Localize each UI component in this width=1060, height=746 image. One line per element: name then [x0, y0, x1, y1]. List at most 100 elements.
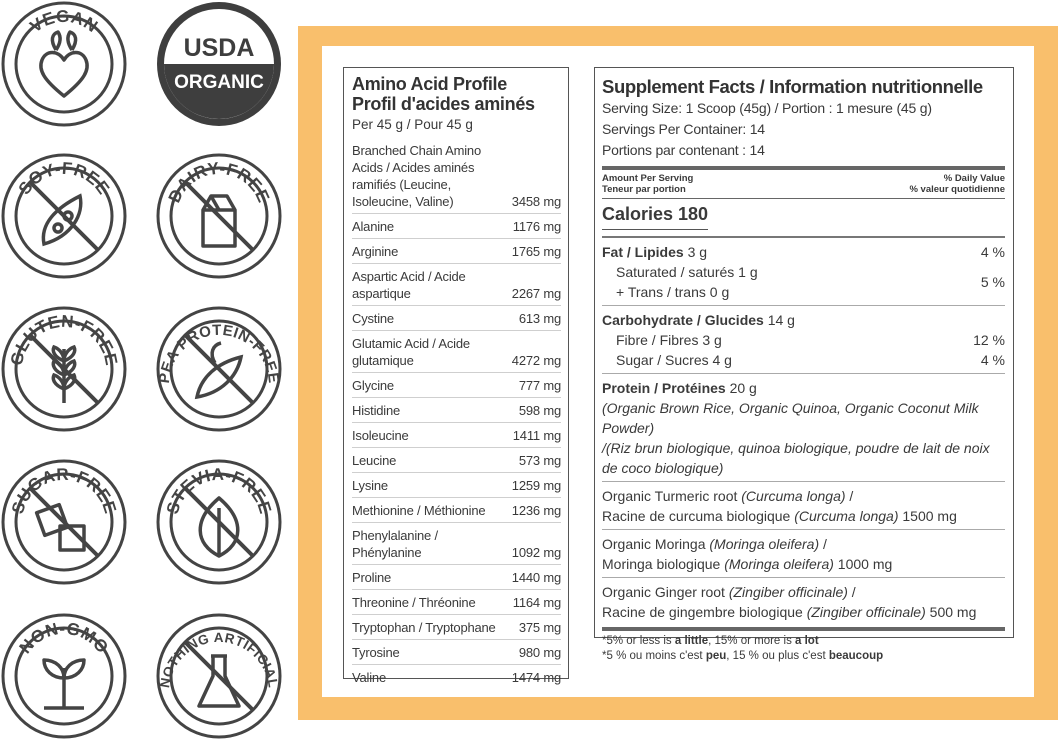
usda-organic-badge: USDA ORGANIC [155, 0, 283, 128]
moringa-amount: 1000 mg [833, 556, 893, 572]
turmeric-block: Organic Turmeric root (Curcuma longa) / … [602, 481, 1005, 529]
amino-acid-profile-panel: Amino Acid Profile Profil d'acides aminé… [343, 67, 569, 685]
amino-row: Phenylalanine / Phénylanine 1092 mg [352, 522, 561, 564]
amino-row: Methionine / Méthionine 1236 mg [352, 497, 561, 522]
amino-value: 2267 mg [511, 286, 561, 301]
fibre-dv: 12 % [973, 332, 1005, 348]
label-frame-inner [322, 46, 1034, 697]
amino-value: 1164 mg [512, 595, 561, 610]
amino-name: Aspartic Acid / Acide aspartique [352, 269, 466, 301]
amino-name: Tyrosine [352, 645, 400, 660]
slash: / [847, 584, 856, 600]
amino-title-en: Amino Acid Profile [352, 74, 507, 94]
amino-name: Proline [352, 570, 392, 585]
turmeric-en: Organic Turmeric root [602, 488, 742, 504]
serving-size: Serving Size: 1 Scoop (45g) / Portion : … [602, 100, 932, 116]
amino-name: Lysine [352, 478, 388, 493]
svg-text:PEA PROTEIN-FREE: PEA PROTEIN-FREE [156, 322, 282, 384]
amino-name: Valine [352, 670, 386, 685]
calories: Calories 180 [602, 199, 709, 230]
sugar: Sugar / Sucres 4 g [616, 352, 732, 368]
amino-value: 1474 mg [511, 670, 561, 685]
svg-text:NOTHING ARTIFICIAL: NOTHING ARTIFICIAL [157, 630, 281, 689]
amino-value: 1765 mg [511, 244, 561, 259]
nothing-artificial-label: NOTHING ARTIFICIAL [157, 630, 280, 689]
svg-text:SUGAR-FREE: SUGAR-FREE [8, 465, 120, 516]
fat-dv: 4 % [980, 244, 1005, 260]
protein-block: Protein / Protéines 20 g (Organic Brown … [602, 373, 1005, 481]
portions-par-contenant: Portions par contenant : 14 [602, 142, 765, 158]
amino-name: Glutamic Acid / Acide glutamique [352, 336, 470, 368]
sugar-dv: 4 % [980, 352, 1005, 368]
trans: + Trans / trans 0 g [616, 284, 730, 300]
amino-value: 4272 mg [511, 353, 561, 368]
supp-title: Supplement Facts / Information nutrition… [602, 76, 983, 97]
sugar-free-label: SUGAR-FREE [8, 465, 120, 516]
heart-leaf-icon [39, 30, 89, 98]
amino-value: 1411 mg [512, 428, 561, 443]
amino-name: Leucine [352, 453, 397, 468]
stevia-leaf-icon [198, 496, 240, 558]
amino-value: 613 mg [518, 311, 561, 326]
amino-row: Glycine 777 mg [352, 372, 561, 397]
amino-value: 1259 mg [511, 478, 561, 493]
svg-text:DAIRY-FREE: DAIRY-FREE [165, 159, 274, 206]
ginger-latin: (Zingiber officinale) [728, 584, 848, 600]
amino-value: 375 mg [518, 620, 561, 635]
gluten-free-badge: GLUTEN-FREE [0, 305, 128, 433]
amino-row: Threonine / Thréonine 1164 mg [352, 589, 561, 614]
amino-value: 1440 mg [511, 570, 561, 585]
fat-label: Fat / Lipides [602, 244, 684, 260]
footnote-fr: *5 % ou moins c'est peu, 15 % ou plus c'… [602, 650, 884, 662]
protein-sources-fr: /(Riz brun biologique, quinoa biologique… [602, 440, 990, 476]
stevia-free-badge: STEVIA-FREE [155, 458, 283, 586]
amino-row: Glutamic Acid / Acide glutamique 4272 mg [352, 330, 561, 372]
saturated: Saturated / saturés 1 g [616, 264, 758, 280]
supplement-facts-panel: Supplement Facts / Information nutrition… [594, 67, 1014, 662]
amino-rows: Branched Chain Amino Acids / Acides amin… [352, 138, 561, 689]
nothing-artificial-badge: NOTHING ARTIFICIAL [155, 612, 283, 740]
amino-row: Proline 1440 mg [352, 564, 561, 589]
slash: / [845, 488, 854, 504]
dairy-free-label: DAIRY-FREE [165, 159, 273, 206]
organic-label: ORGANIC [174, 72, 264, 93]
amino-title-fr: Profil d'acides aminés [352, 94, 535, 114]
amino-name: Histidine [352, 403, 401, 418]
amino-row: Tryptophan / Tryptophane 375 mg [352, 614, 561, 639]
svg-text:VEGAN: VEGAN [27, 7, 102, 36]
fat-amount: 3 g [687, 244, 708, 260]
soy-free-badge: SOY-FREE [0, 152, 128, 280]
turmeric-latin-fr: (Curcuma longa) [794, 508, 899, 524]
servings-per-container: Servings Per Container: 14 [602, 121, 765, 137]
carb-block: Carbohydrate / Glucides 14 g Fibre / Fib… [602, 305, 1005, 373]
vegan-label: VEGAN [27, 7, 101, 36]
amino-value: 598 mg [518, 403, 561, 418]
ginger-amount: 500 mg [925, 604, 977, 620]
moringa-en: Organic Moringa [602, 536, 710, 552]
pea-protein-free-label: PEA PROTEIN-FREE [156, 322, 282, 384]
amino-name: Methionine / Méthionine [352, 503, 486, 518]
sprout-icon [42, 658, 86, 710]
ginger-block: Organic Ginger root (Zingiber officinale… [602, 577, 1005, 625]
pea-pod-icon [194, 341, 244, 400]
sugar-free-badge: SUGAR-FREE [0, 458, 128, 586]
non-gmo-badge: NON-GMO [0, 612, 128, 740]
ginger-latin-fr: (Zingiber officinale) [806, 604, 926, 620]
amino-row: Tyrosine 980 mg [352, 639, 561, 664]
amino-row: Aspartic Acid / Acide aspartique 2267 mg [352, 263, 561, 305]
moringa-block: Organic Moringa (Moringa oleifera) / Mor… [602, 529, 1005, 577]
amino-row: Alanine 1176 mg [352, 213, 561, 238]
dairy-free-badge: DAIRY-FREE [155, 152, 283, 280]
turmeric-latin: (Curcuma longa) [741, 488, 846, 504]
turmeric-fr: Racine de curcuma biologique [602, 508, 795, 524]
ginger-fr: Racine de gingembre biologique [602, 604, 807, 620]
amino-value: 1176 mg [512, 219, 561, 234]
amino-name: Branched Chain Amino Acids / Acides amin… [352, 143, 481, 209]
usda-label: USDA [184, 34, 255, 62]
teneur-par-portion: Teneur par portion [602, 184, 686, 195]
sat-trans-dv: 5 % [980, 274, 1005, 290]
protein-sources-en: (Organic Brown Rice, Organic Quinoa, Org… [602, 400, 979, 436]
amino-name: Arginine [352, 244, 399, 259]
amino-value: 1092 mg [511, 545, 561, 560]
amino-name: Phenylalanine / Phénylanine [352, 528, 438, 560]
